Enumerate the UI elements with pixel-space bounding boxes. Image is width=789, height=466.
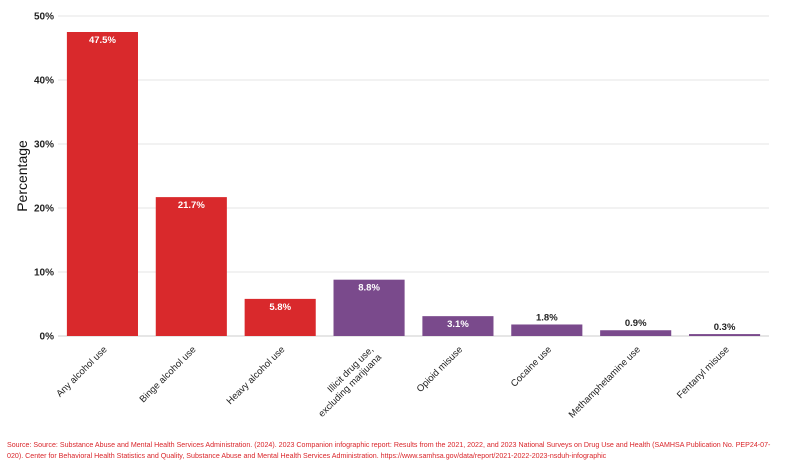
bar-value-label: 3.1% (447, 319, 469, 330)
y-tick-label: 40% (34, 76, 54, 87)
bar (333, 279, 405, 336)
bar-value-label: 1.8% (536, 312, 558, 323)
bar-value-label: 0.9% (625, 318, 647, 329)
x-tick-label: Methamphetamine use (567, 344, 643, 420)
bar-value-label: 21.7% (178, 200, 205, 211)
bar (422, 316, 494, 336)
bar-value-label: 5.8% (269, 302, 291, 313)
bar (66, 32, 138, 336)
y-axis-ticks: 0% 10% 20% 30% 40% 50% (34, 12, 54, 343)
x-tick-label: Cocaine use (509, 344, 554, 389)
x-tick-label: Heavy alcohol use (225, 344, 288, 407)
x-tick-label: Binge alcohol use (138, 344, 199, 405)
x-tick-label: Opioid misuse (415, 344, 465, 394)
bar-value-labels: 47.5% 21.7% 5.8% 8.8% 3.1% 1.8% 0.9% 0.3% (89, 35, 736, 333)
x-tick-label: Fentanyl misuse (675, 344, 732, 401)
x-axis-ticks: Any alcohol use Binge alcohol use Heavy al… (54, 344, 732, 420)
source-note: Source: Source: Substance Abuse and Ment… (7, 441, 771, 460)
bar-value-label: 8.8% (358, 283, 380, 294)
bar (600, 330, 672, 336)
x-tick-label: Any alcohol use (54, 344, 109, 399)
y-axis-label: Percentage (14, 140, 30, 212)
bars (66, 32, 761, 336)
x-tick-label: Illicit drug use,excluding marijuana (309, 344, 385, 420)
y-tick-label: 0% (40, 332, 55, 343)
y-tick-label: 50% (34, 12, 54, 23)
bar (689, 334, 761, 336)
y-tick-label: 30% (34, 140, 54, 151)
y-tick-label: 20% (34, 204, 54, 215)
bar-value-label: 47.5% (89, 35, 116, 46)
bar (155, 197, 227, 336)
bar (244, 298, 316, 336)
y-tick-label: 10% (34, 268, 54, 279)
bar-value-label: 0.3% (714, 322, 736, 333)
bar (511, 324, 583, 336)
